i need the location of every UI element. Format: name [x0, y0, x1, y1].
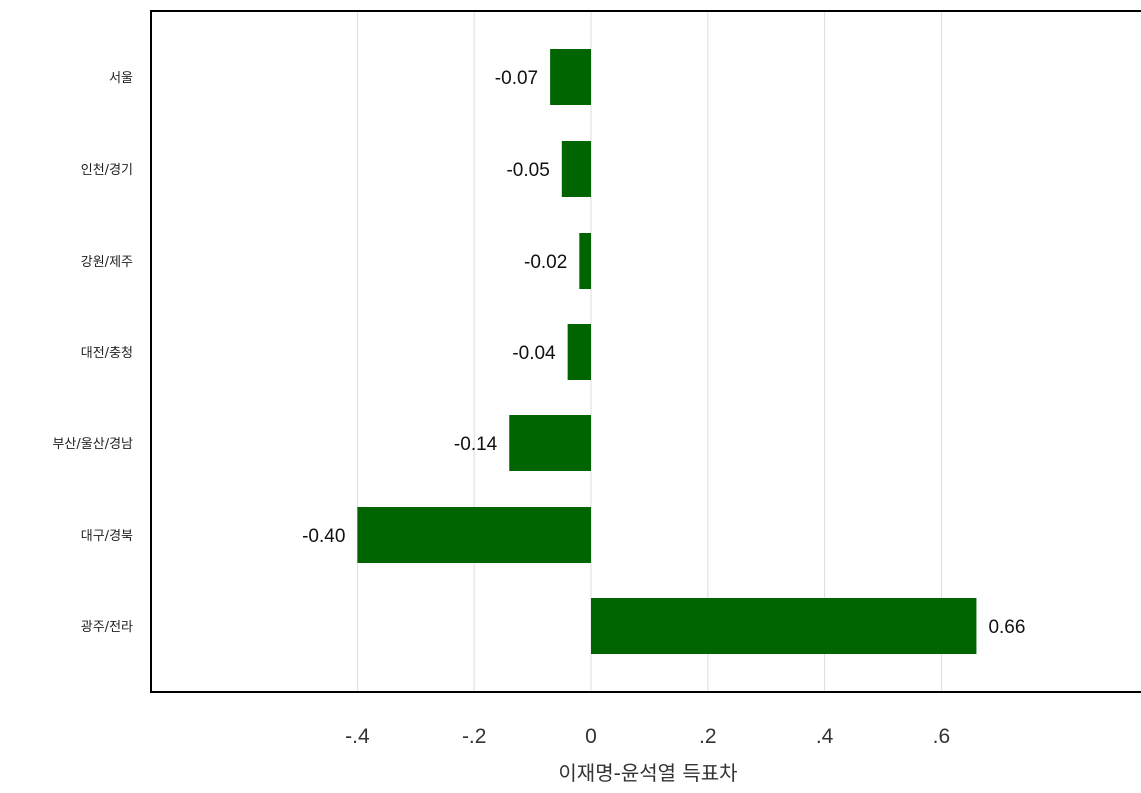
value-label: -0.05: [506, 160, 549, 181]
x-tick-label: .6: [933, 725, 951, 748]
category-label: 인천/경기: [81, 163, 133, 178]
bar: [579, 233, 591, 289]
category-label: 대전/충청: [81, 346, 133, 361]
gridlines: [356, 12, 942, 691]
value-label: -0.14: [454, 434, 498, 455]
x-tick-label: .2: [699, 725, 717, 748]
category-label: 서울: [109, 71, 133, 86]
value-label: -0.04: [512, 343, 556, 364]
x-tick-label: .4: [816, 725, 834, 748]
bars: [357, 49, 977, 654]
bar: [591, 598, 977, 654]
value-label: -0.02: [524, 252, 567, 273]
category-label: 부산/울산/경남: [52, 437, 133, 452]
bar: [567, 324, 591, 380]
category-label: 강원/제주: [81, 255, 133, 270]
x-tick-label: -.4: [345, 725, 370, 748]
x-tick-labels: -.4 -.2 0 .2 .4 .6: [345, 725, 950, 748]
value-label: -0.07: [495, 68, 538, 89]
category-label: 광주/전라: [81, 620, 133, 635]
value-labels: -0.07 -0.05 -0.02 -0.04 -0.14 -0.40 0.66: [302, 68, 1025, 638]
plot-frame: [150, 10, 1141, 693]
bar: [357, 507, 591, 563]
x-axis-title: 이재명-윤석열 득표차: [558, 761, 737, 785]
bar: [550, 49, 591, 105]
x-tick-label: 0: [585, 725, 597, 748]
bar: [509, 415, 591, 471]
value-label: -0.40: [302, 526, 345, 547]
x-tick-label: -.2: [462, 725, 487, 748]
value-label: 0.66: [988, 617, 1025, 638]
category-label: 대구/경북: [81, 529, 133, 544]
bar: [561, 141, 591, 197]
